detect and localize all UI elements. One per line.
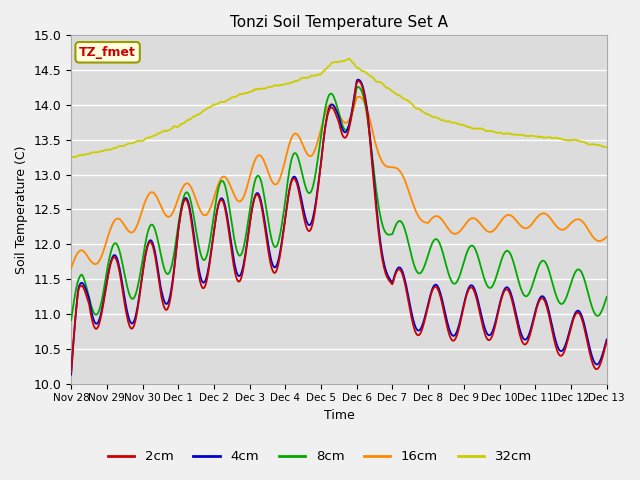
Y-axis label: Soil Temperature (C): Soil Temperature (C) [15,145,28,274]
X-axis label: Time: Time [324,409,355,422]
Text: TZ_fmet: TZ_fmet [79,46,136,59]
Legend: 2cm, 4cm, 8cm, 16cm, 32cm: 2cm, 4cm, 8cm, 16cm, 32cm [102,445,538,468]
Title: Tonzi Soil Temperature Set A: Tonzi Soil Temperature Set A [230,15,448,30]
